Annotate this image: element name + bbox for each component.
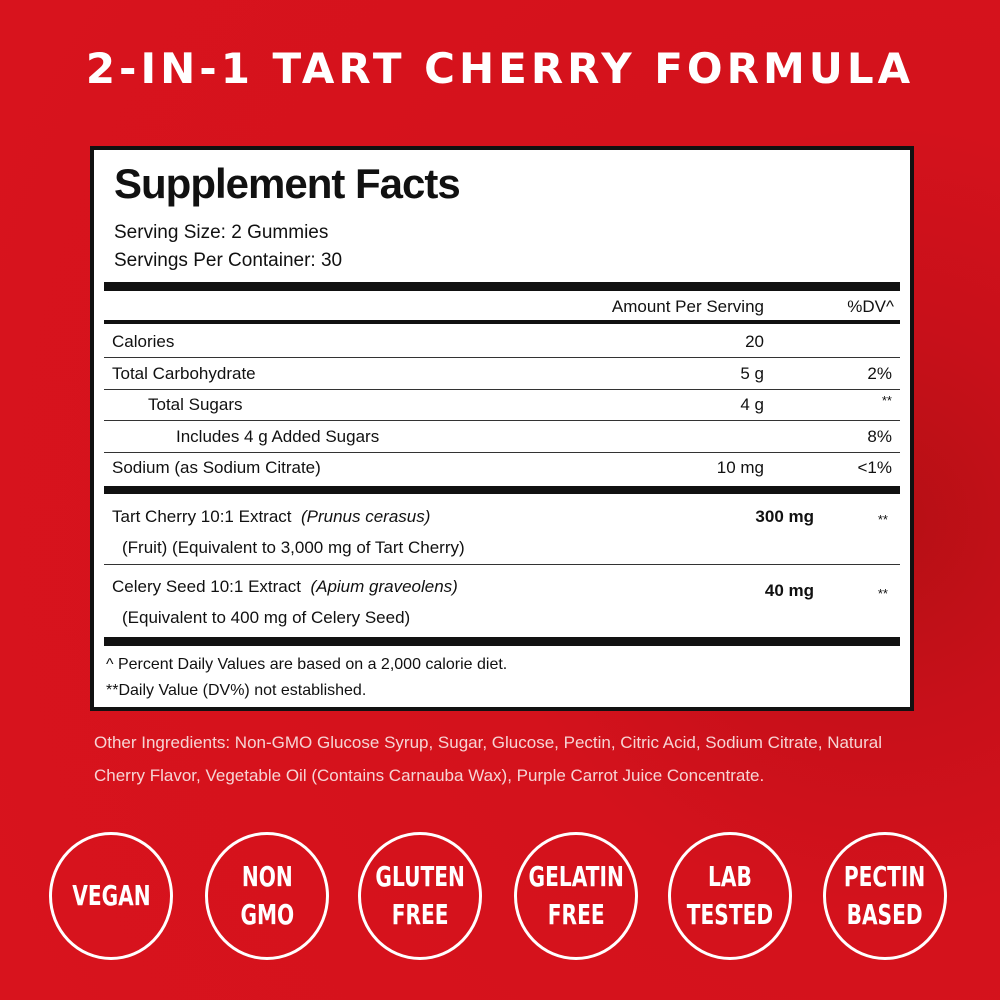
- nutrient-amount: 4 g: [740, 395, 764, 414]
- nutrient-name: Includes 4 g Added Sugars: [176, 426, 380, 446]
- divider-thick: [104, 282, 900, 291]
- badge-line: BASED: [846, 898, 923, 931]
- divider-medium: [104, 320, 900, 324]
- extract-latin: (Prunus cerasus): [300, 507, 431, 526]
- headline: 2-IN-1 TART CHERRY FORMULA: [85, 44, 915, 93]
- extract-name: Celery Seed 10:1 Extract: [112, 577, 301, 596]
- extract-amount: 300 mg: [755, 507, 814, 526]
- extract-row: Celery Seed 10:1 Extract (Apium graveole…: [112, 577, 458, 597]
- nutrient-dv: **: [881, 393, 892, 408]
- footnote-not-established: **Daily Value (DV%) not established.: [106, 682, 367, 699]
- badge-line: GMO: [240, 898, 294, 931]
- nutrient-name: Total Sugars: [148, 395, 243, 414]
- nutrient-dv: 2%: [867, 363, 892, 383]
- col-dv-header: %DV^: [847, 297, 894, 316]
- nutrient-amount: 5 g: [740, 363, 764, 383]
- nutrient-amount: 10 mg: [716, 458, 764, 477]
- extract-dv: **: [877, 512, 888, 527]
- extract-name: Tart Cherry 10:1 Extract: [112, 507, 292, 526]
- label-title: Supplement Facts: [114, 160, 461, 207]
- badge-line: FREE: [547, 898, 605, 931]
- badge-line: PECTIN: [844, 860, 926, 893]
- badge-gelatin: GELATIN FREE: [514, 832, 638, 960]
- extract-row: Tart Cherry 10:1 Extract (Prunus cerasus…: [112, 507, 430, 527]
- badge-vegan: VEGAN: [49, 832, 173, 960]
- badge-line: GLUTEN: [375, 860, 465, 893]
- extract-dv: **: [877, 586, 888, 601]
- badge-line: NON: [241, 860, 293, 893]
- divider-thin: [104, 564, 900, 565]
- badge-line: FREE: [391, 898, 449, 931]
- divider-thin: [104, 420, 900, 421]
- supplement-facts-label: Supplement Facts Serving Size: 2 Gummies…: [90, 146, 914, 711]
- nutrient-amount: 20: [745, 332, 764, 351]
- divider-thin: [104, 357, 900, 358]
- divider-thin: [104, 451, 900, 453]
- nutrient-name: Sodium (as Sodium Citrate): [112, 458, 321, 477]
- badge-line: TESTED: [686, 898, 774, 931]
- nutrient-dv: 8%: [867, 426, 892, 446]
- divider-thick: [104, 637, 900, 646]
- extract-detail: (Fruit) (Equivalent to 3,000 mg of Tart …: [122, 538, 465, 557]
- servings-per-container: Servings Per Container: 30: [114, 250, 343, 271]
- extract-detail: (Equivalent to 400 mg of Celery Seed): [122, 608, 411, 627]
- nutrient-dv: <1%: [857, 458, 893, 477]
- footnote-dv: ^ Percent Daily Values are based on a 2,…: [106, 656, 508, 673]
- badge-line: GELATIN: [528, 860, 624, 893]
- other-ingredients: Other Ingredients: Non-GMO Glucose Syrup…: [94, 733, 882, 785]
- badge-lab: LAB TESTED: [668, 832, 792, 960]
- nutrient-name: Total Carbohydrate: [112, 363, 256, 383]
- nutrient-name: Calories: [112, 332, 175, 351]
- badge-line: VEGAN: [71, 879, 151, 912]
- col-amount-header: Amount Per Serving: [611, 297, 764, 316]
- divider-thick: [104, 486, 900, 494]
- divider-thin: [104, 388, 900, 390]
- extract-latin: (Apium graveolens): [310, 577, 458, 596]
- extract-amount: 40 mg: [764, 581, 814, 600]
- badge-pectin: PECTIN BASED: [823, 832, 947, 960]
- serving-size: Serving Size: 2 Gummies: [114, 222, 329, 243]
- badge-gluten: GLUTEN FREE: [358, 832, 482, 960]
- badge-non: NON GMO: [205, 832, 329, 960]
- badge-line: LAB: [708, 860, 752, 893]
